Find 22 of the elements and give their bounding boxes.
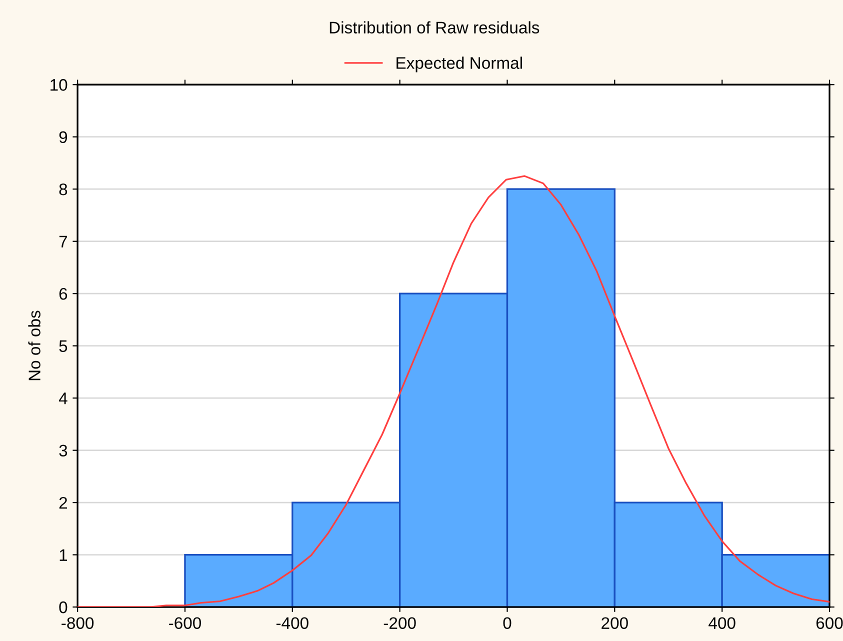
x-tick-label: -200 <box>384 617 416 629</box>
y-tick-label: 5 <box>59 340 68 352</box>
y-tick-label: 3 <box>59 444 68 457</box>
x-tick-label: -600 <box>169 617 202 629</box>
y-tick-label: 10 <box>50 79 68 91</box>
x-tick-label: 400 <box>708 617 736 629</box>
y-tick-label: 0 <box>59 601 68 614</box>
legend-label: Expected Normal <box>396 56 522 72</box>
x-tick-label: 200 <box>602 617 628 629</box>
x-tick-label: 600 <box>816 617 843 629</box>
y-tick-label: 7 <box>59 236 67 248</box>
y-tick-label: 4 <box>58 392 68 404</box>
y-axis-title: No of obs <box>28 310 40 380</box>
chart-title: Distribution of Raw residuals <box>330 21 540 34</box>
x-tick-label: 0 <box>503 617 512 629</box>
y-tick-label: 8 <box>59 183 68 196</box>
y-tick-label: 2 <box>59 496 67 509</box>
y-tick-label: 9 <box>59 131 68 144</box>
y-tick-label: 1 <box>60 549 68 561</box>
x-tick-label: -800 <box>62 617 94 629</box>
y-tick-label: 6 <box>59 288 68 300</box>
x-tick-label: -400 <box>276 617 308 629</box>
